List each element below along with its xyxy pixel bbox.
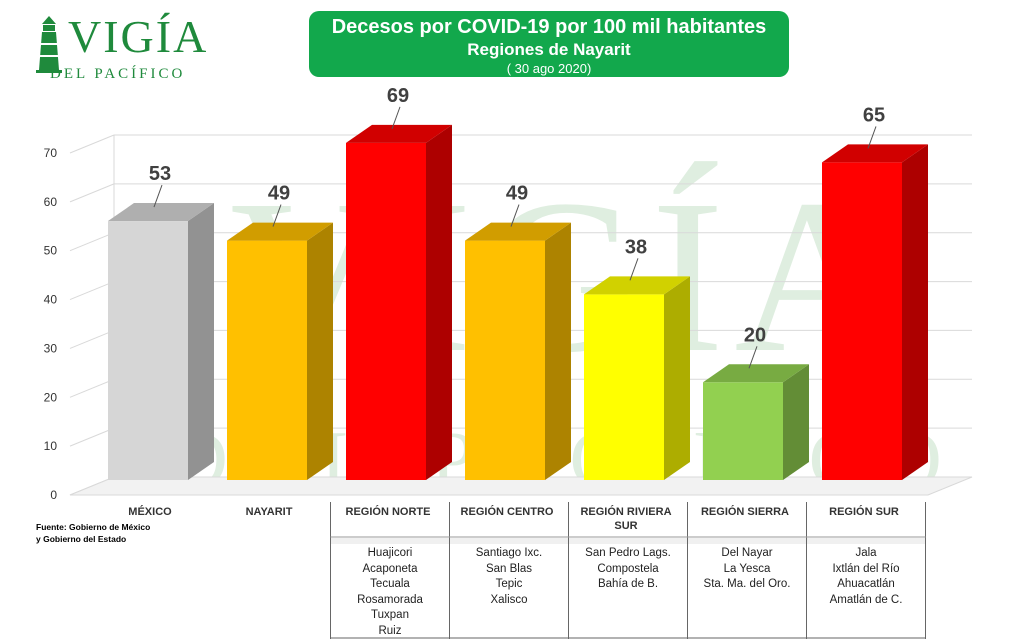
bar — [227, 240, 307, 480]
municipality-item: Huajicori — [367, 547, 413, 559]
municipality-item: Xalisco — [490, 593, 528, 606]
source-line-2: y Gobierno del Estado — [36, 534, 127, 544]
bar-top — [465, 222, 571, 241]
gridline-side — [69, 427, 115, 447]
bar — [346, 142, 426, 480]
data-label-leader — [629, 258, 639, 281]
bar-side — [188, 203, 214, 481]
data-label: 20 — [744, 324, 766, 346]
municipality-item: Del Nayar — [721, 547, 773, 559]
bar-top — [584, 276, 690, 295]
x-tick-label: MÉXICO — [128, 505, 172, 518]
municipality-item: Jala — [855, 547, 877, 559]
x-tick-label: SUR — [614, 520, 637, 532]
y-tick-label: 0 — [50, 488, 57, 502]
chart-title: Decesos por COVID-19 por 100 mil habitan… — [331, 16, 767, 38]
y-tick-label: 30 — [44, 341, 58, 355]
bar — [108, 221, 188, 481]
gridline-side — [69, 232, 115, 252]
bar-side — [307, 222, 333, 480]
bar-side — [902, 144, 928, 480]
bar — [465, 240, 545, 480]
data-label: 65 — [863, 104, 885, 126]
source-note: Fuente: Gobierno de México y Gobierno de… — [36, 521, 150, 545]
municipalities-list: San Pedro Lags. Compostela Bahía de B. — [569, 540, 688, 640]
municipalities-list: Santiago Ixc. San Blas Tepic Xalisco — [450, 540, 569, 640]
municipality-item: Ahuacatlán — [837, 578, 895, 590]
municipality-item: San Blas — [485, 562, 533, 575]
municipality-item: Sta. Ma. del Oro. — [703, 578, 791, 590]
gridline-side — [69, 329, 115, 349]
data-label-leader — [391, 106, 401, 130]
bar — [584, 294, 664, 480]
table-header-shade — [330, 538, 926, 544]
municipality-item: Compostela — [597, 562, 659, 575]
y-tick-label: 70 — [44, 146, 58, 160]
gridline-side — [69, 281, 115, 301]
municipality-item: Tepic — [495, 578, 523, 590]
y-tick-label: 50 — [44, 244, 58, 258]
bar-top — [703, 364, 809, 383]
logo-subtitle: DEL PACÍFICO — [50, 66, 186, 82]
bar-top — [108, 203, 214, 222]
y-tick-label: 20 — [44, 390, 58, 404]
gridline-side — [69, 183, 115, 203]
chart-date: ( 30 ago 2020) — [506, 61, 592, 76]
municipality-item: Tuxpan — [371, 609, 409, 621]
y-tick-label: 10 — [44, 439, 58, 453]
x-tick-label: REGIÓN NORTE — [346, 505, 431, 518]
data-label-leader — [153, 184, 163, 208]
lighthouse-icon — [36, 16, 62, 73]
y-tick-label: 60 — [44, 195, 58, 209]
data-label: 49 — [268, 183, 290, 205]
y-tick-label: 40 — [44, 293, 58, 307]
data-label: 69 — [387, 85, 409, 107]
x-tick-label: REGIÓN SIERRA — [701, 505, 789, 518]
municipalities-list: Del Nayar La Yesca Sta. Ma. del Oro. — [688, 540, 807, 640]
data-label-leader — [510, 204, 520, 227]
municipality-item: Tecuala — [370, 578, 410, 590]
bar — [822, 162, 902, 480]
bar-top — [227, 222, 333, 241]
municipalities-list: Huajicori Acaponeta Tecuala Rosamorada Tuxpa… — [331, 540, 450, 640]
municipality-item: San Pedro Lags. — [585, 547, 671, 559]
x-tick-label: NAYARIT — [246, 506, 293, 518]
logo: VIGÍA DEL PACÍFICO — [30, 11, 209, 84]
municipalities-list: Jala Ixtlán del Río Ahuacatlán Amatlán de C… — [807, 540, 926, 640]
source-line-1: Fuente: Gobierno de México — [36, 522, 151, 532]
municipality-item: Bahía de B. — [597, 578, 659, 590]
data-label: 49 — [506, 183, 528, 205]
data-label-leader — [748, 346, 758, 369]
data-label-leader — [867, 126, 877, 149]
municipality-item: Rosamorada — [357, 593, 423, 606]
data-label: 53 — [149, 163, 171, 185]
municipality-item: Amatlán de C. — [829, 593, 903, 606]
x-tick-label: REGIÓN CENTRO — [461, 505, 554, 518]
bar-side — [783, 364, 809, 480]
title-box: Decesos por COVID-19 por 100 mil habitan… — [309, 11, 789, 77]
municipality-item: Acaponeta — [362, 562, 418, 575]
chart-subtitle: Regiones de Nayarit — [467, 40, 631, 59]
data-label: 38 — [625, 236, 647, 258]
data-label-leader — [272, 204, 282, 227]
municipality-item: Ruiz — [378, 624, 402, 637]
bar-top — [346, 124, 452, 143]
bar-top — [822, 144, 928, 163]
x-tick-label: REGIÓN SUR — [829, 505, 899, 518]
chart-floor — [69, 476, 973, 496]
municipality-item: Santiago Ixc. — [475, 547, 543, 559]
gridline-side — [69, 378, 115, 398]
bar — [703, 382, 783, 480]
bar-side — [664, 276, 690, 480]
municipality-item: Ixtlán del Río — [832, 562, 900, 575]
x-tick-label: REGIÓN RIVIERA — [580, 505, 671, 518]
logo-name: VIGÍA — [68, 11, 209, 62]
bar-side — [545, 222, 571, 480]
gridline-side — [69, 134, 115, 154]
municipality-item: La Yesca — [723, 562, 771, 575]
bar-side — [426, 124, 452, 480]
